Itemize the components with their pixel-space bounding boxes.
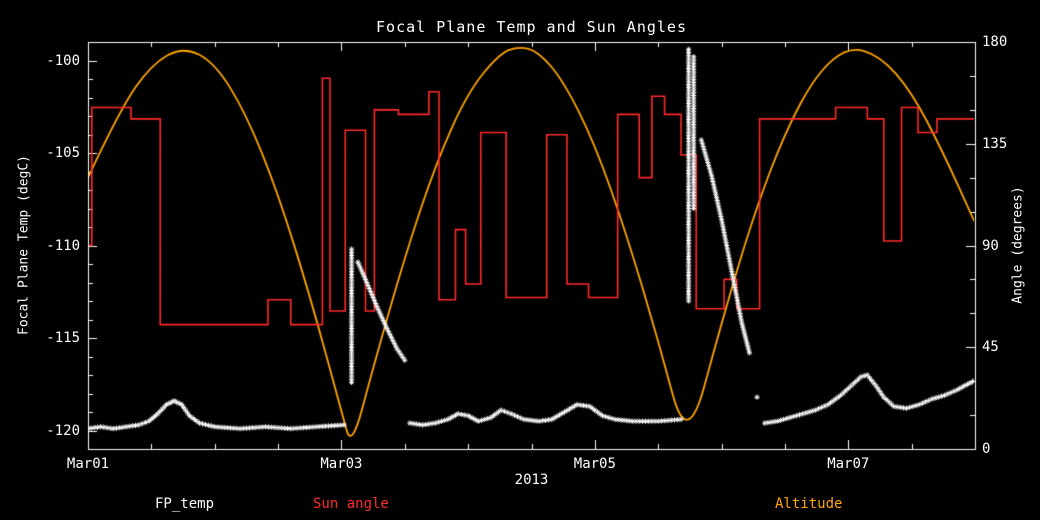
- chart-title: Focal Plane Temp and Sun Angles: [376, 18, 687, 36]
- x-tick-label: Mar07: [827, 456, 870, 472]
- right-tick-label: 135: [982, 135, 1008, 152]
- left-tick-label: -120: [46, 422, 80, 439]
- x-tick-label: Mar01: [66, 456, 110, 472]
- legend-item-fp-temp: FP_temp: [155, 496, 215, 512]
- right-tick-label: 90: [982, 237, 999, 254]
- left-tick-label: -105: [46, 145, 80, 161]
- x-tick-label: Mar03: [320, 456, 363, 472]
- left-tick-label: -115: [46, 330, 80, 346]
- x-axis-year-label: 2013: [514, 472, 549, 488]
- legend: FP_temp Sun angle Altitude: [0, 496, 1040, 516]
- legend-item-altitude: Altitude: [775, 496, 843, 512]
- left-tick-label: -110: [46, 237, 80, 254]
- right-tick-label: 180: [982, 34, 1008, 50]
- x-tick-label: Mar05: [573, 456, 616, 472]
- left-tick-label: -100: [46, 52, 80, 69]
- right-tick-label: 0: [982, 441, 991, 457]
- right-tick-label: 45: [982, 339, 999, 356]
- legend-item-sun-angle: Sun angle: [313, 496, 389, 512]
